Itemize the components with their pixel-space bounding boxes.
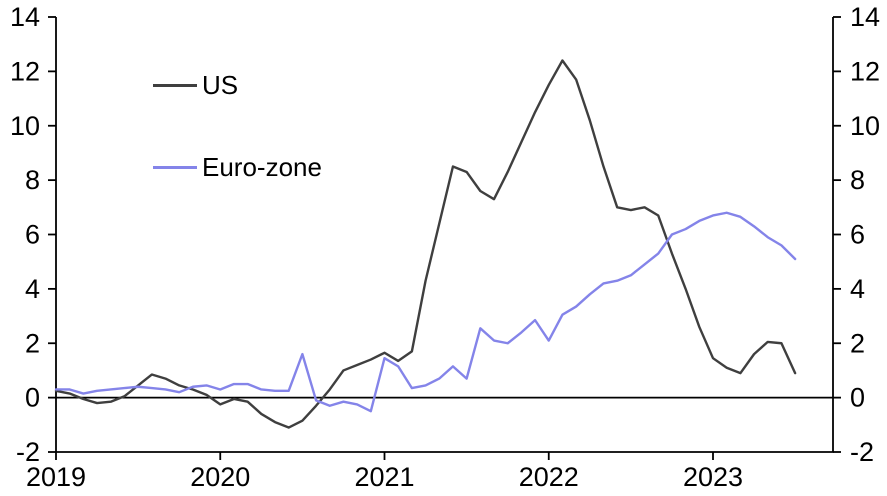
right-axis-label: 10 [850, 111, 880, 141]
right-axis-label: 4 [850, 274, 865, 304]
right-axis-label: 8 [850, 165, 865, 195]
left-axis-label: 10 [10, 111, 40, 141]
legend-item-us: US [153, 70, 322, 100]
x-axis-label: 2020 [190, 462, 250, 492]
left-axis-label: 12 [10, 56, 40, 86]
left-axis-label: 6 [25, 220, 40, 250]
x-axis-label: 2023 [683, 462, 743, 492]
series-line-us [54, 59, 797, 429]
left-axis-label: 8 [25, 165, 40, 195]
x-axis-label: 2019 [26, 462, 86, 492]
chart-legend: US Euro-zone [153, 70, 322, 182]
right-axis-label: 12 [850, 56, 880, 86]
series-line-euro-zone [54, 211, 797, 413]
legend-label-eurozone: Euro-zone [202, 152, 322, 182]
x-axis-label: 2022 [519, 462, 579, 492]
eurozone-line-swatch [153, 165, 197, 169]
left-axis-label: 4 [25, 274, 40, 304]
right-axis-label: 2 [850, 328, 865, 358]
right-axis-label: -2 [850, 437, 874, 467]
left-axis-label: 0 [25, 383, 40, 413]
legend-label-us: US [202, 70, 239, 100]
left-axis-label: -2 [16, 437, 40, 467]
right-axis-label: 14 [850, 2, 880, 32]
legend-item-eurozone: Euro-zone [153, 152, 322, 182]
left-axis-label: 2 [25, 328, 40, 358]
right-axis-label: 0 [850, 383, 865, 413]
right-axis-label: 6 [850, 220, 865, 250]
left-axis-label: 14 [10, 2, 40, 32]
x-axis-label: 2021 [354, 462, 414, 492]
us-line-swatch [153, 83, 197, 87]
